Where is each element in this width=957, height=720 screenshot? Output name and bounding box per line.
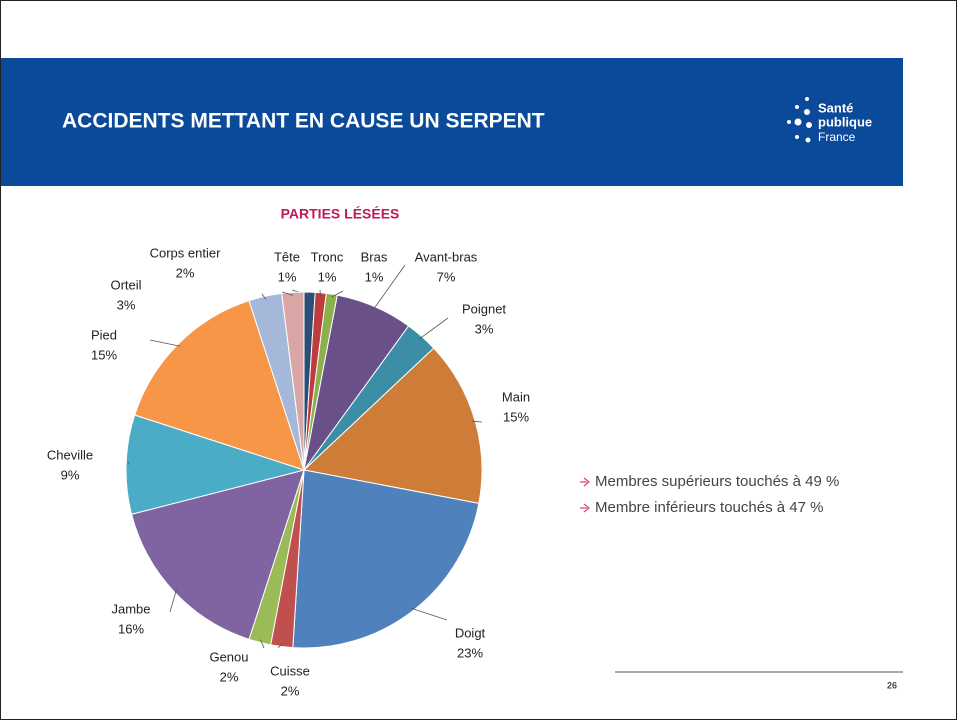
slice-value-label: 1%	[365, 269, 384, 284]
slice-label: Corps entier	[150, 245, 221, 260]
slice-label: Poignet	[462, 301, 506, 316]
leader-line	[260, 639, 265, 649]
slide-title: ACCIDENTS METTANT EN CAUSE UN SERPENT	[62, 110, 545, 133]
slice-value-label: 2%	[220, 669, 239, 684]
bullet: Membres supérieurs touchés à 49 %	[595, 473, 839, 490]
pie-slice	[130, 469, 305, 640]
slice-label: Bras	[361, 249, 388, 264]
header-band	[1, 58, 903, 186]
pie-slice	[302, 347, 483, 504]
leader-line	[373, 264, 406, 310]
leader-line	[277, 643, 283, 649]
slice-label: Cheville	[47, 447, 93, 462]
leader-line	[261, 293, 267, 300]
slice-value-label: 2%	[176, 265, 195, 280]
leader-line	[127, 461, 130, 465]
slice-label: Jambe	[111, 601, 150, 616]
leader-line	[281, 291, 294, 296]
slice-label: Doigt	[455, 625, 486, 640]
slice-label: Avant-bras	[415, 249, 478, 264]
slice-value-label: 16%	[118, 621, 144, 636]
leader-line	[419, 317, 449, 340]
slice-value-label: 1%	[318, 269, 337, 284]
slice-label: Tronc	[311, 249, 344, 264]
slice-value-label: 1%	[278, 269, 297, 284]
bullet-arrow	[580, 503, 590, 513]
slice-value-label: 7%	[437, 269, 456, 284]
leader-line	[169, 589, 177, 613]
leader-line	[411, 607, 448, 621]
slice-label: Orteil	[110, 277, 141, 292]
slice-value-label: 3%	[117, 297, 136, 312]
bullet-arrow	[580, 477, 590, 487]
logo-dots	[787, 97, 812, 143]
slice-value-label: 15%	[91, 347, 117, 362]
page-number: 26	[887, 680, 897, 690]
leader-line	[331, 290, 344, 298]
slice-value-label: 2%	[281, 683, 300, 698]
leader-line	[149, 339, 181, 347]
pie-slice	[281, 291, 305, 471]
slice-value-label: 9%	[61, 467, 80, 482]
leader-line	[472, 420, 483, 423]
slice-value-label: 15%	[503, 409, 529, 424]
slice-label: Genou	[209, 649, 248, 664]
slice-value-label: 23%	[457, 645, 483, 660]
slice-label: Pied	[91, 327, 117, 342]
logo-text: Santé	[818, 100, 853, 115]
slice-value-label: 3%	[475, 321, 494, 336]
pie-slice	[292, 469, 480, 649]
pie-slice	[125, 414, 306, 515]
logo-text: publique	[818, 114, 872, 129]
slice-label: Main	[502, 389, 530, 404]
slice-label: Cuisse	[270, 663, 310, 678]
slice-label: Tête	[274, 249, 300, 264]
logo-text: France	[818, 130, 856, 144]
bullet: Membre inférieurs touchés à 47 %	[595, 499, 823, 516]
pie-slice	[134, 300, 305, 471]
chart-title: PARTIES LÉSÉES	[281, 206, 400, 222]
